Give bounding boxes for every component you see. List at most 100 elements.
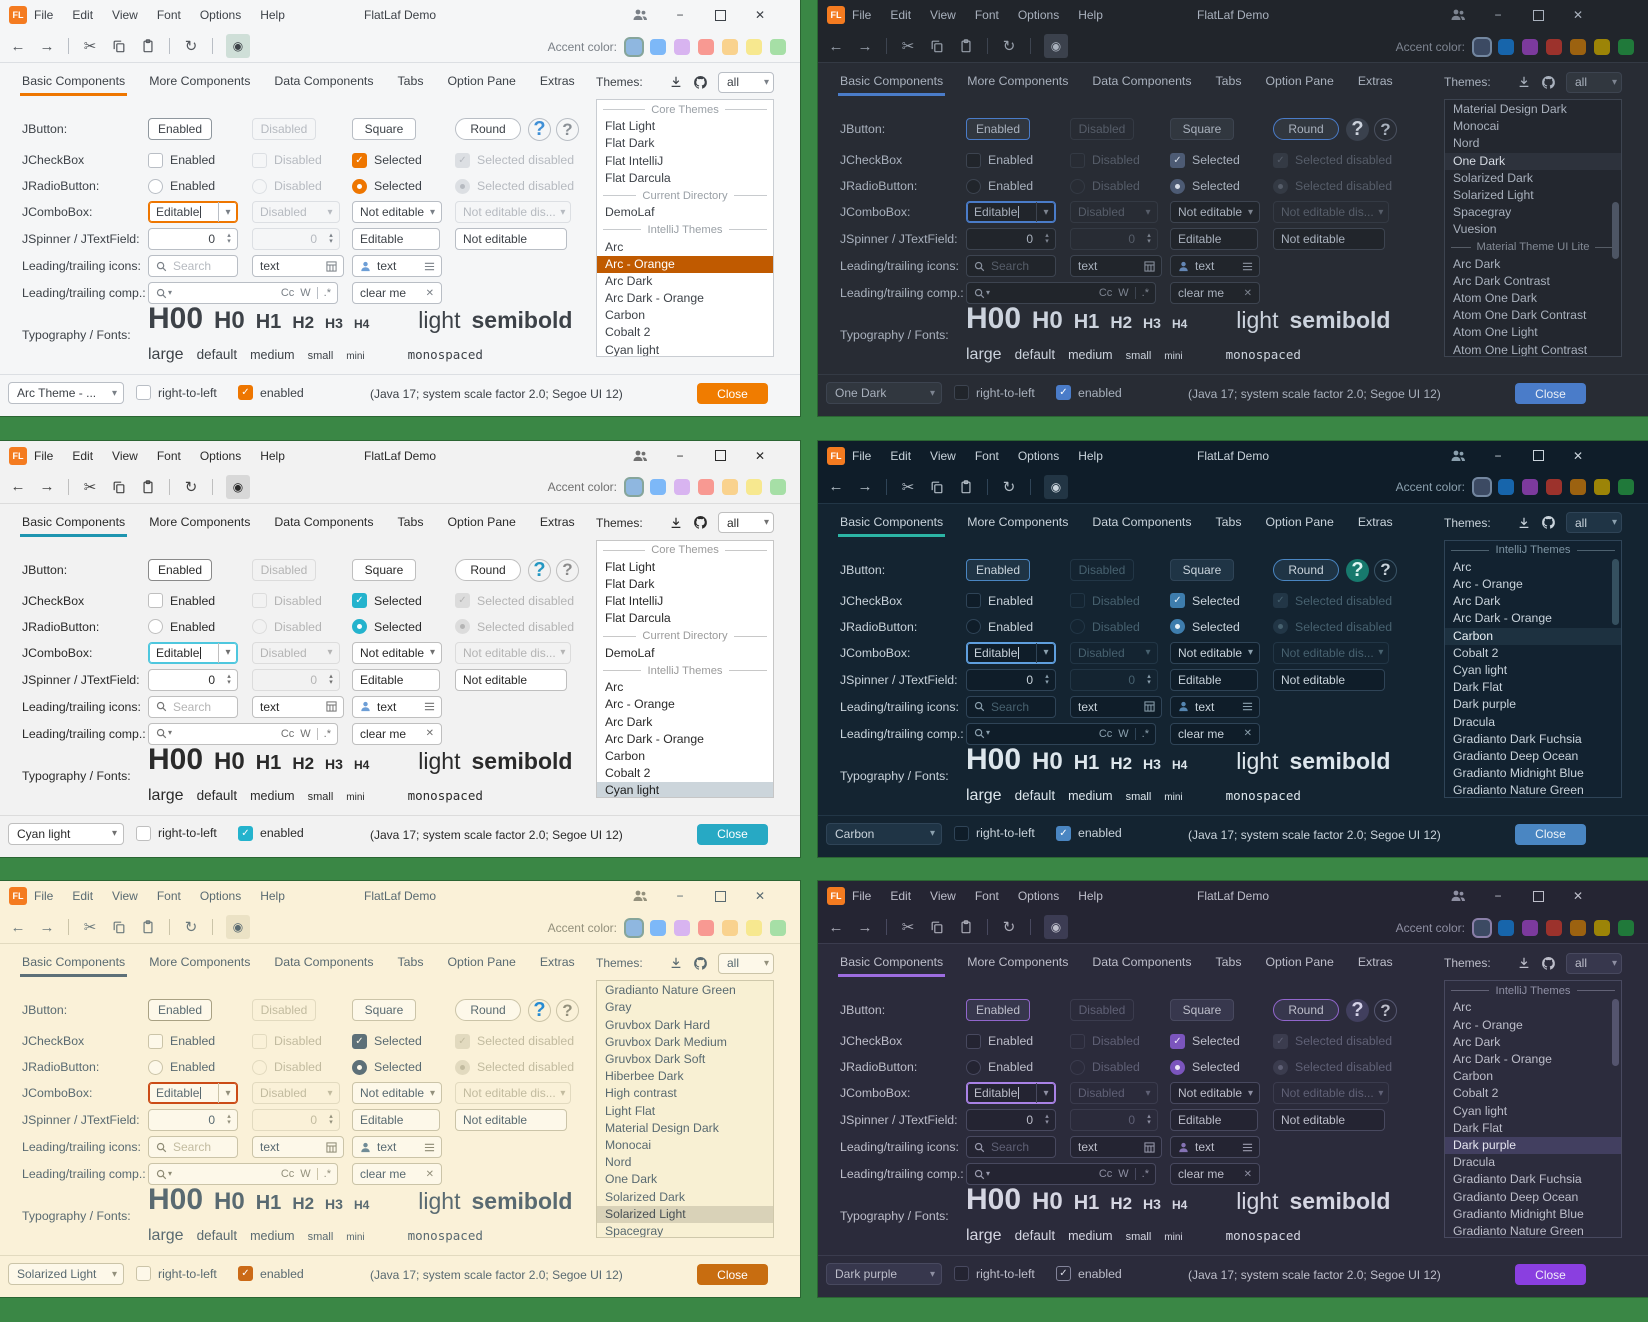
tab-extras[interactable]: Extras bbox=[539, 955, 575, 970]
paste-button[interactable] bbox=[140, 39, 156, 53]
paste-button[interactable] bbox=[958, 39, 974, 53]
theme-list-item[interactable]: Arc bbox=[605, 239, 624, 254]
menu-view[interactable]: View bbox=[930, 8, 956, 22]
radio-selected-icon[interactable] bbox=[1170, 1059, 1185, 1075]
menu-options[interactable]: Options bbox=[1017, 889, 1060, 904]
accent-swatch[interactable] bbox=[1546, 38, 1562, 55]
theme-list-item[interactable]: Arc - Orange bbox=[1453, 1017, 1523, 1032]
menu-font[interactable]: Font bbox=[156, 448, 181, 463]
minimize-button[interactable]: − bbox=[676, 448, 684, 463]
close-button[interactable]: Close bbox=[697, 1264, 768, 1286]
combobox-editable[interactable]: Editable ▾ bbox=[966, 641, 1056, 664]
close-button[interactable]: Close bbox=[697, 383, 768, 404]
minimize-button[interactable]: − bbox=[1494, 448, 1502, 463]
theme-list-item[interactable]: Cyan light bbox=[605, 342, 660, 357]
back-button[interactable]: ← bbox=[10, 918, 26, 936]
tab-extras[interactable]: Extras bbox=[539, 514, 575, 529]
checkbox-icon[interactable] bbox=[954, 825, 969, 841]
accent-swatch[interactable] bbox=[1594, 38, 1610, 55]
radio-selected[interactable]: Selected bbox=[352, 616, 422, 638]
accent-swatch[interactable] bbox=[650, 479, 666, 496]
menu-options[interactable]: Options bbox=[199, 889, 242, 904]
close-window-button[interactable]: ✕ bbox=[754, 889, 766, 904]
accent-swatch[interactable] bbox=[770, 479, 786, 496]
textfield-editable[interactable]: Editable bbox=[1170, 1109, 1258, 1132]
search-with-options-input[interactable]: ▾ Cc W .* bbox=[148, 282, 338, 304]
combobox-editable[interactable]: Editable ▾ bbox=[966, 201, 1056, 223]
right-to-left-checkbox[interactable]: right-to-left bbox=[954, 1266, 1035, 1282]
search-dropdown-icon[interactable]: ▾ bbox=[156, 728, 172, 739]
list-icon[interactable] bbox=[1242, 1142, 1253, 1153]
search-dropdown-icon[interactable]: ▾ bbox=[156, 288, 172, 299]
theme-list-item[interactable]: Atom One Dark bbox=[1453, 291, 1537, 306]
radio-selected[interactable]: Selected bbox=[352, 175, 422, 197]
forward-button[interactable]: → bbox=[39, 37, 55, 55]
radio-icon[interactable] bbox=[966, 178, 981, 194]
theme-list-item[interactable]: Arc Dark bbox=[1453, 1034, 1501, 1049]
copy-button[interactable] bbox=[929, 480, 945, 494]
theme-list-item[interactable]: Solarized Light bbox=[1453, 187, 1534, 202]
tab-extras[interactable]: Extras bbox=[1357, 74, 1393, 88]
inspect-toggle-button[interactable]: ◉ bbox=[226, 34, 250, 58]
match-case-icon[interactable]: Cc bbox=[280, 287, 295, 299]
whole-word-icon[interactable]: W bbox=[300, 287, 311, 299]
accent-swatch[interactable] bbox=[1570, 479, 1586, 496]
theme-list-item[interactable]: One Dark bbox=[1445, 152, 1621, 170]
radio-selected-icon[interactable] bbox=[1170, 178, 1185, 194]
github-icon[interactable] bbox=[693, 75, 708, 90]
menu-edit[interactable]: Edit bbox=[890, 8, 912, 22]
copy-button[interactable] bbox=[111, 920, 127, 934]
checkbox-checked-icon[interactable]: ✓ bbox=[1056, 825, 1071, 841]
list-icon[interactable] bbox=[424, 701, 435, 712]
checkbox-icon[interactable] bbox=[136, 825, 151, 841]
inspect-toggle-button[interactable]: ◉ bbox=[1044, 34, 1068, 58]
checkbox-enabled[interactable]: Enabled bbox=[966, 1030, 1033, 1052]
menu-edit[interactable]: Edit bbox=[72, 889, 94, 904]
regex-icon[interactable]: .* bbox=[1141, 287, 1149, 299]
github-icon[interactable] bbox=[693, 956, 708, 971]
combobox-editable[interactable]: Editable ▾ bbox=[148, 641, 238, 664]
theme-list-item[interactable]: Flat Darcula bbox=[605, 170, 671, 185]
theme-list-item[interactable]: Light Flat bbox=[605, 1103, 656, 1118]
back-button[interactable]: ← bbox=[828, 37, 844, 55]
theme-list-item[interactable]: Flat Dark bbox=[605, 577, 655, 592]
forward-button[interactable]: → bbox=[857, 478, 873, 496]
tab-more-components[interactable]: More Components bbox=[149, 514, 251, 529]
list-icon[interactable] bbox=[1242, 261, 1253, 272]
close-window-button[interactable]: ✕ bbox=[1572, 8, 1584, 22]
date-input[interactable]: text bbox=[252, 1136, 344, 1159]
textfield-editable[interactable]: Editable bbox=[1170, 668, 1258, 691]
menu-edit[interactable]: Edit bbox=[72, 8, 94, 22]
search-with-options-input[interactable]: ▾ Cc W .* bbox=[148, 1163, 338, 1186]
menu-options[interactable]: Options bbox=[1017, 8, 1060, 22]
accent-swatch[interactable] bbox=[1498, 38, 1514, 55]
paste-button[interactable] bbox=[958, 920, 974, 934]
regex-icon[interactable]: .* bbox=[323, 1168, 331, 1181]
radio-enabled[interactable]: Enabled bbox=[966, 175, 1033, 197]
checkbox-icon[interactable] bbox=[148, 1033, 163, 1049]
checkbox-checked-icon[interactable]: ✓ bbox=[238, 825, 253, 841]
tab-data-components[interactable]: Data Components bbox=[1092, 514, 1192, 529]
checkbox-enabled[interactable]: Enabled bbox=[148, 1030, 215, 1052]
help-button[interactable]: ? bbox=[1346, 118, 1369, 141]
user-input[interactable]: text bbox=[1170, 255, 1260, 277]
spinner[interactable]: 0 ▴ ▾ bbox=[966, 1109, 1056, 1132]
maximize-button[interactable] bbox=[700, 441, 740, 471]
accent-swatch[interactable] bbox=[746, 919, 762, 936]
enabled-button[interactable]: Enabled bbox=[148, 999, 212, 1022]
theme-list-item[interactable]: Solarized Light bbox=[597, 1205, 773, 1223]
tab-option-pane[interactable]: Option Pane bbox=[447, 955, 516, 970]
radio-icon[interactable] bbox=[148, 1059, 163, 1075]
users-icon[interactable] bbox=[620, 881, 660, 911]
combobox-not-editable[interactable]: Not editable ▾ bbox=[1170, 1082, 1260, 1105]
accent-swatch[interactable] bbox=[650, 919, 666, 936]
theme-list-item[interactable]: One Dark bbox=[605, 1172, 658, 1187]
theme-list-item[interactable]: Material Design Dark bbox=[1453, 102, 1567, 116]
checkbox-icon[interactable] bbox=[966, 152, 981, 168]
theme-list-item[interactable]: Hiberbee Dark bbox=[605, 1069, 684, 1084]
menu-help[interactable]: Help bbox=[1078, 8, 1103, 22]
theme-list-item[interactable]: Flat Light bbox=[605, 559, 656, 574]
user-input[interactable]: text bbox=[352, 695, 442, 718]
theme-list-item[interactable]: DemoLaf bbox=[605, 645, 655, 660]
tab-more-components[interactable]: More Components bbox=[149, 955, 251, 970]
